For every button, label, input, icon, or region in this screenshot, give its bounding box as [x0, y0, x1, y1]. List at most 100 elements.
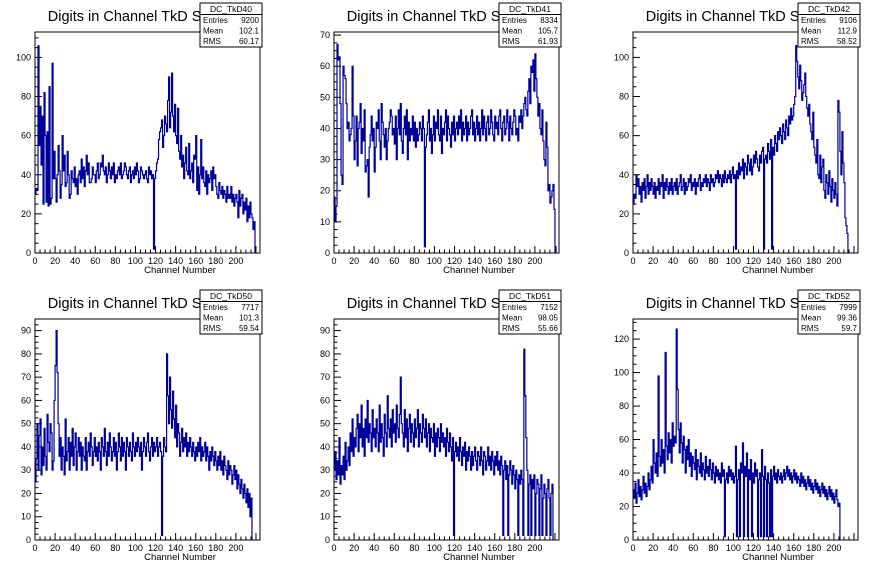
y-tick-label: 0	[26, 248, 31, 258]
chart-title: Digits in Channel TkD S5 P1	[347, 296, 531, 312]
stats-rms-label: RMS	[801, 324, 819, 333]
x-tick-label: 100	[128, 543, 143, 553]
stats-histogram-name: DC_TkD41	[509, 4, 551, 14]
stats-histogram-name: DC_TkD42	[808, 4, 850, 14]
y-tick-label: 10	[21, 512, 31, 522]
x-tick-label: 0	[331, 543, 336, 553]
stats-rms-label: RMS	[502, 37, 520, 46]
y-tick-label: 100	[16, 52, 31, 62]
chart-title: Digits in Channel TkD S4 P2	[646, 9, 830, 25]
x-tick-label: 200	[826, 543, 841, 553]
plot-frame	[632, 31, 859, 254]
x-tick-label: 60	[688, 256, 698, 266]
stats-box-frame	[199, 289, 263, 335]
x-tick-label: 120	[746, 256, 761, 266]
x-tick-label: 120	[746, 543, 761, 553]
chart-title: Digits in Channel TkD S5 P2	[646, 296, 830, 312]
x-tick-label: 160	[487, 543, 502, 553]
x-tick-label: 140	[467, 256, 482, 266]
y-tick-label: 80	[619, 92, 629, 102]
chart-title: Digits in Channel TkD S4 P1	[347, 9, 531, 25]
y-tick-label: 20	[619, 209, 629, 219]
stats-rms-value: 58.52	[837, 37, 858, 46]
stats-entries-value: 7999	[839, 303, 857, 312]
panel-5: Digits in Channel TkD S5 P10 20 40 60 80 100 1…	[320, 289, 562, 563]
stats-box: DC_TkD50 Entries 7717 Mean 101.3 RMS 59.54	[199, 289, 263, 335]
y-tick-label: 70	[21, 372, 31, 382]
y-tick-label: 30	[21, 465, 31, 475]
panel-3: Digits in Channel TkD S4 P2 0 20 40 60 80 100 1…	[614, 2, 861, 276]
histogram-series-line	[334, 348, 554, 540]
x-tick-label: 20	[349, 256, 359, 266]
y-tick-label: 20	[320, 488, 330, 498]
stats-mean-value: 99.36	[837, 314, 858, 323]
y-tick-label: 20	[21, 488, 31, 498]
y-tick-label: 10	[320, 217, 330, 227]
y-tick-label: 80	[320, 349, 330, 359]
x-tick-label: 100	[427, 543, 442, 553]
x-tick-label: 60	[688, 543, 698, 553]
stats-mean-value: 112.9	[838, 27, 858, 36]
x-tick-label: 40	[369, 256, 379, 266]
x-tick-label: 80	[409, 543, 419, 553]
x-tick-label: 100	[128, 256, 143, 266]
stats-mean-label: Mean	[801, 27, 821, 36]
x-tick-label: 60	[389, 543, 399, 553]
y-tick-label: 100	[614, 52, 629, 62]
stats-entries-value: 9106	[839, 16, 857, 25]
stats-rms-value: 61.93	[538, 37, 559, 46]
stats-entries-label: Entries	[801, 16, 826, 25]
x-tick-label: 0	[32, 543, 37, 553]
x-tick-label: 0	[630, 256, 635, 266]
stats-box-frame	[797, 2, 861, 48]
stats-histogram-name: DC_TkD50	[210, 291, 252, 301]
panel-1: Digits in Channel TkD S4 P0 0 20 40 60 80 100 1…	[16, 2, 263, 276]
x-tick-label: 200	[527, 256, 542, 266]
x-tick-label: 60	[389, 256, 399, 266]
y-tick-label: 10	[320, 512, 330, 522]
stats-box: DC_TkD40 Entries 9200 Mean 102.1 RMS 60.17	[199, 2, 263, 48]
stats-box: DC_TkD51 Entries 7152 Mean 98.05 RMS 55.66	[498, 289, 562, 335]
x-tick-label: 0	[32, 256, 37, 266]
stats-mean-label: Mean	[502, 27, 522, 36]
stats-entries-label: Entries	[801, 303, 826, 312]
stats-mean-value: 98.05	[538, 314, 559, 323]
y-tick-label: 80	[21, 349, 31, 359]
x-tick-label: 200	[228, 543, 243, 553]
x-tick-label: 120	[447, 256, 462, 266]
x-tick-label: 20	[50, 543, 60, 553]
stats-rms-label: RMS	[203, 324, 221, 333]
x-tick-label: 160	[188, 543, 203, 553]
plot-frame	[34, 31, 261, 254]
x-tick-label: 160	[786, 256, 801, 266]
x-tick-label: 0	[331, 256, 336, 266]
stats-entries-label: Entries	[203, 16, 228, 25]
y-tick-label: 50	[21, 419, 31, 429]
plot-frame	[632, 318, 859, 541]
stats-mean-label: Mean	[801, 314, 821, 323]
x-tick-label: 160	[188, 256, 203, 266]
x-tick-label: 60	[90, 543, 100, 553]
y-tick-label: 0	[325, 248, 330, 258]
x-tick-label: 100	[726, 256, 741, 266]
x-tick-label: 80	[110, 543, 120, 553]
stats-entries-value: 7717	[241, 303, 259, 312]
y-tick-label: 60	[21, 395, 31, 405]
x-tick-label: 80	[409, 256, 419, 266]
x-tick-label: 200	[527, 543, 542, 553]
y-tick-label: 30	[320, 155, 330, 165]
x-tick-label: 40	[369, 543, 379, 553]
y-tick-label: 60	[619, 131, 629, 141]
panel-2: Digits in Channel TkD S4 P10 20 40 60 80 100 1…	[320, 2, 562, 276]
stats-box-frame	[199, 2, 263, 48]
x-tick-label: 180	[806, 543, 821, 553]
x-tick-label: 120	[447, 543, 462, 553]
y-tick-label: 0	[624, 535, 629, 545]
stats-mean-value: 102.1	[239, 27, 260, 36]
y-tick-label: 0	[325, 535, 330, 545]
x-tick-label: 200	[826, 256, 841, 266]
stats-rms-label: RMS	[502, 324, 520, 333]
y-tick-label: 50	[320, 92, 330, 102]
